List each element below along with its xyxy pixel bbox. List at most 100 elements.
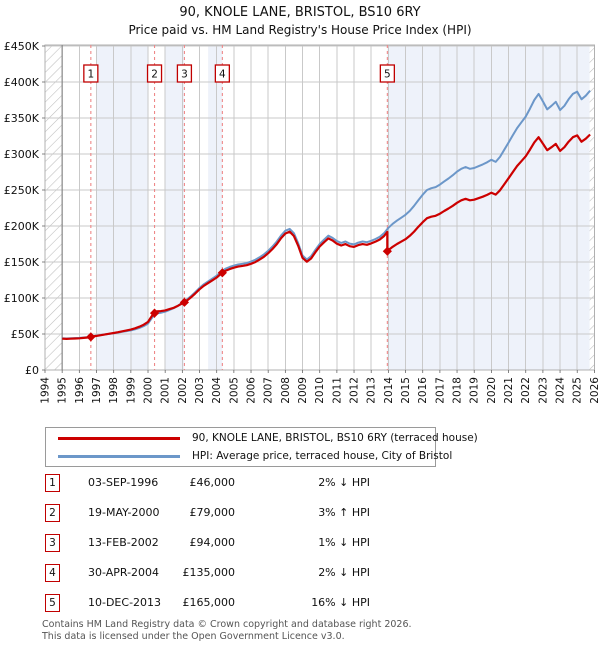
svg-text:£250K: £250K	[4, 184, 40, 197]
svg-text:2006: 2006	[246, 377, 258, 404]
svg-text:4: 4	[219, 69, 226, 81]
svg-text:2005: 2005	[228, 377, 240, 404]
svg-text:2019: 2019	[469, 377, 481, 404]
sale-number-badge: 5	[45, 594, 60, 612]
axis-ticks	[42, 45, 595, 373]
table-row: 2 19-MAY-2000 £79,000 3% ↑ HPI	[0, 504, 600, 530]
svg-text:2013: 2013	[366, 377, 378, 404]
page-subtitle: Price paid vs. HM Land Registry's House …	[128, 23, 472, 37]
svg-text:5: 5	[384, 69, 391, 81]
sale-marker	[217, 268, 227, 278]
svg-text:£450K: £450K	[4, 40, 40, 53]
svg-text:2000: 2000	[143, 377, 155, 404]
property-line-swatch	[58, 436, 180, 440]
sale-number-badge: 1	[45, 474, 60, 492]
sale-number-boxes: 1 2 3 4 5	[83, 64, 395, 83]
sale-number-badge: 3	[45, 534, 60, 552]
svg-text:£50K: £50K	[11, 328, 40, 341]
svg-text:2014: 2014	[383, 377, 395, 404]
chart-legend: 90, KNOLE LANE, BRISTOL, BS10 6RY (terra…	[45, 427, 478, 467]
sale-number-badge: 4	[45, 564, 60, 582]
sale-marker	[86, 332, 96, 342]
sale-hpi-delta: 16% ↓ HPI	[311, 596, 370, 609]
sale-price: £94,000	[189, 536, 236, 549]
sale-date: 03-SEP-1996	[88, 476, 159, 489]
sale-hpi-delta: 2% ↓ HPI	[318, 566, 370, 579]
hatched-bands	[45, 45, 595, 370]
sale-markers	[86, 246, 392, 342]
svg-text:2024: 2024	[555, 377, 567, 404]
page-title: 90, KNOLE LANE, BRISTOL, BS10 6RY	[179, 5, 421, 20]
legend-label-hpi: HPI: Average price, terraced house, City…	[192, 450, 453, 462]
svg-text:1999: 1999	[125, 377, 137, 404]
property-line	[62, 133, 591, 340]
price-chart: 1 2 3 4 5 £0 £50K £100K £150K £200K £250K £300K £350…	[0, 38, 600, 426]
sale-date: 19-MAY-2000	[88, 506, 160, 519]
table-row: 3 13-FEB-2002 £94,000 1% ↓ HPI	[0, 534, 600, 560]
sale-hpi-delta: 1% ↓ HPI	[318, 536, 370, 549]
svg-text:1996: 1996	[74, 377, 86, 404]
svg-text:2026: 2026	[589, 377, 600, 404]
svg-text:£350K: £350K	[4, 112, 40, 125]
svg-text:2023: 2023	[537, 377, 549, 404]
svg-text:1995: 1995	[57, 377, 69, 404]
svg-text:2018: 2018	[452, 377, 464, 404]
svg-text:2021: 2021	[503, 377, 515, 404]
footnote-line1: Contains HM Land Registry data © Crown c…	[42, 619, 412, 630]
svg-text:2: 2	[151, 69, 158, 81]
svg-text:2010: 2010	[314, 377, 326, 404]
svg-text:2017: 2017	[434, 377, 446, 404]
svg-text:1994: 1994	[40, 377, 52, 404]
gridlines	[44, 45, 595, 371]
svg-text:£100K: £100K	[4, 292, 40, 305]
svg-text:2008: 2008	[280, 377, 292, 404]
y-axis-labels: £0 £50K £100K £150K £200K £250K £300K £350K £400…	[4, 40, 40, 377]
sale-price: £46,000	[189, 476, 236, 489]
sale-hpi-delta: 3% ↑ HPI	[318, 506, 370, 519]
hpi-line-swatch	[58, 454, 180, 458]
sale-price: £165,000	[182, 596, 236, 609]
svg-text:3: 3	[181, 69, 188, 81]
sale-date: 10-DEC-2013	[88, 596, 162, 609]
shaded-bands	[96, 45, 590, 370]
sale-marker	[382, 246, 392, 256]
table-row: 4 30-APR-2004 £135,000 2% ↓ HPI	[0, 564, 600, 590]
footnote: Contains HM Land Registry data © Crown c…	[42, 619, 412, 642]
svg-text:1997: 1997	[91, 377, 103, 404]
svg-text:2020: 2020	[486, 377, 498, 404]
x-axis-labels: 1994 1995 1996 1997 1998 1999 2000 2001 2002 2003…	[40, 377, 600, 404]
sale-number-badge: 2	[45, 504, 60, 522]
sale-marker	[149, 308, 160, 318]
legend-label-property: 90, KNOLE LANE, BRISTOL, BS10 6RY (terra…	[192, 432, 478, 444]
svg-text:2002: 2002	[177, 377, 189, 404]
svg-text:2016: 2016	[417, 377, 429, 404]
sale-date: 30-APR-2004	[88, 566, 160, 579]
svg-text:£400K: £400K	[4, 76, 40, 89]
sale-price: £79,000	[189, 506, 236, 519]
svg-text:1998: 1998	[108, 377, 120, 404]
svg-text:£300K: £300K	[4, 148, 40, 161]
svg-text:2015: 2015	[400, 377, 412, 404]
svg-text:£200K: £200K	[4, 220, 40, 233]
svg-text:1: 1	[87, 69, 94, 81]
svg-text:£0: £0	[25, 364, 39, 377]
svg-text:2022: 2022	[520, 377, 532, 404]
sale-marker	[179, 297, 190, 307]
svg-text:2009: 2009	[297, 377, 309, 404]
svg-text:2003: 2003	[194, 377, 206, 404]
legend-item-property: 90, KNOLE LANE, BRISTOL, BS10 6RY (terra…	[46, 431, 478, 446]
svg-text:2012: 2012	[349, 377, 361, 404]
table-row: 1 03-SEP-1996 £46,000 2% ↓ HPI	[0, 474, 600, 500]
legend-item-hpi: HPI: Average price, terraced house, City…	[46, 449, 452, 464]
svg-text:2004: 2004	[211, 377, 223, 404]
sale-price: £135,000	[182, 566, 236, 579]
sale-hpi-delta: 2% ↓ HPI	[318, 476, 370, 489]
footnote-line2: This data is licensed under the Open Gov…	[42, 630, 345, 642]
price-chart-svg: 1 2 3 4 5 £0 £50K £100K £150K £200K £250K £300K £350…	[4, 40, 600, 404]
svg-text:2025: 2025	[572, 377, 584, 404]
table-row: 5 10-DEC-2013 £165,000 16% ↓ HPI	[0, 594, 600, 620]
svg-text:£150K: £150K	[4, 256, 40, 269]
svg-text:2001: 2001	[160, 377, 172, 404]
svg-text:2007: 2007	[263, 377, 275, 404]
svg-text:2011: 2011	[331, 377, 343, 404]
